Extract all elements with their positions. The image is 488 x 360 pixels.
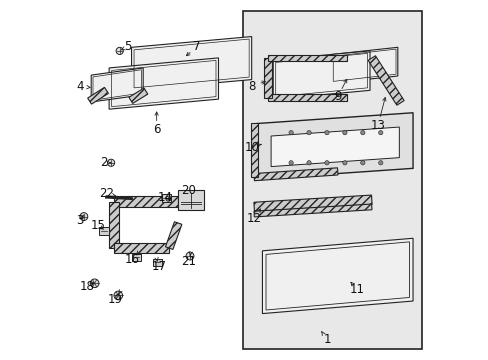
Polygon shape <box>253 168 337 181</box>
Circle shape <box>360 161 364 165</box>
Circle shape <box>306 161 310 165</box>
Text: 7: 7 <box>193 40 201 53</box>
Polygon shape <box>113 197 178 207</box>
Text: 20: 20 <box>181 184 196 197</box>
Polygon shape <box>253 195 371 212</box>
Polygon shape <box>109 58 218 109</box>
Circle shape <box>107 159 115 166</box>
Text: 8: 8 <box>248 80 256 93</box>
Text: 10: 10 <box>244 140 259 153</box>
FancyBboxPatch shape <box>153 259 162 266</box>
Text: 12: 12 <box>246 212 261 225</box>
Circle shape <box>324 161 328 165</box>
Text: 2: 2 <box>100 156 107 169</box>
Circle shape <box>288 131 293 135</box>
Text: 9: 9 <box>333 90 341 103</box>
Polygon shape <box>91 68 143 102</box>
Polygon shape <box>113 243 169 253</box>
Polygon shape <box>253 204 371 217</box>
Circle shape <box>116 47 123 54</box>
Polygon shape <box>264 58 271 98</box>
Polygon shape <box>267 55 346 61</box>
Polygon shape <box>87 87 108 104</box>
Circle shape <box>90 279 99 288</box>
FancyBboxPatch shape <box>131 253 141 261</box>
Text: 1: 1 <box>323 333 330 346</box>
Polygon shape <box>108 202 119 248</box>
Polygon shape <box>270 127 399 167</box>
Text: 3: 3 <box>77 214 84 227</box>
Polygon shape <box>165 222 182 249</box>
Text: 6: 6 <box>153 123 160 136</box>
FancyBboxPatch shape <box>162 194 171 202</box>
Text: 18: 18 <box>80 280 95 293</box>
Text: 15: 15 <box>91 219 105 233</box>
Circle shape <box>114 291 122 300</box>
Circle shape <box>165 196 171 201</box>
Text: 4: 4 <box>76 80 84 93</box>
Circle shape <box>80 213 88 221</box>
Circle shape <box>342 161 346 165</box>
Circle shape <box>360 131 364 135</box>
Circle shape <box>306 131 310 135</box>
Text: 21: 21 <box>181 255 196 268</box>
Bar <box>242 12 421 348</box>
Text: 13: 13 <box>370 119 385 132</box>
FancyBboxPatch shape <box>178 190 203 210</box>
Circle shape <box>288 161 293 165</box>
Polygon shape <box>131 37 251 90</box>
Text: 5: 5 <box>124 40 131 53</box>
Text: 17: 17 <box>151 260 166 273</box>
Circle shape <box>378 131 382 135</box>
Text: 16: 16 <box>125 253 140 266</box>
Text: 19: 19 <box>107 293 122 306</box>
Circle shape <box>185 252 194 260</box>
Polygon shape <box>273 51 369 99</box>
Text: 22: 22 <box>99 187 114 200</box>
Text: 14: 14 <box>158 191 173 204</box>
Circle shape <box>324 131 328 135</box>
Text: 11: 11 <box>349 283 364 296</box>
Polygon shape <box>367 56 403 105</box>
FancyBboxPatch shape <box>99 227 108 234</box>
Polygon shape <box>262 238 412 314</box>
Polygon shape <box>129 88 147 103</box>
Polygon shape <box>257 113 412 179</box>
Polygon shape <box>267 94 346 102</box>
Circle shape <box>378 161 382 165</box>
Polygon shape <box>331 47 397 83</box>
Polygon shape <box>250 123 257 177</box>
Circle shape <box>342 131 346 135</box>
